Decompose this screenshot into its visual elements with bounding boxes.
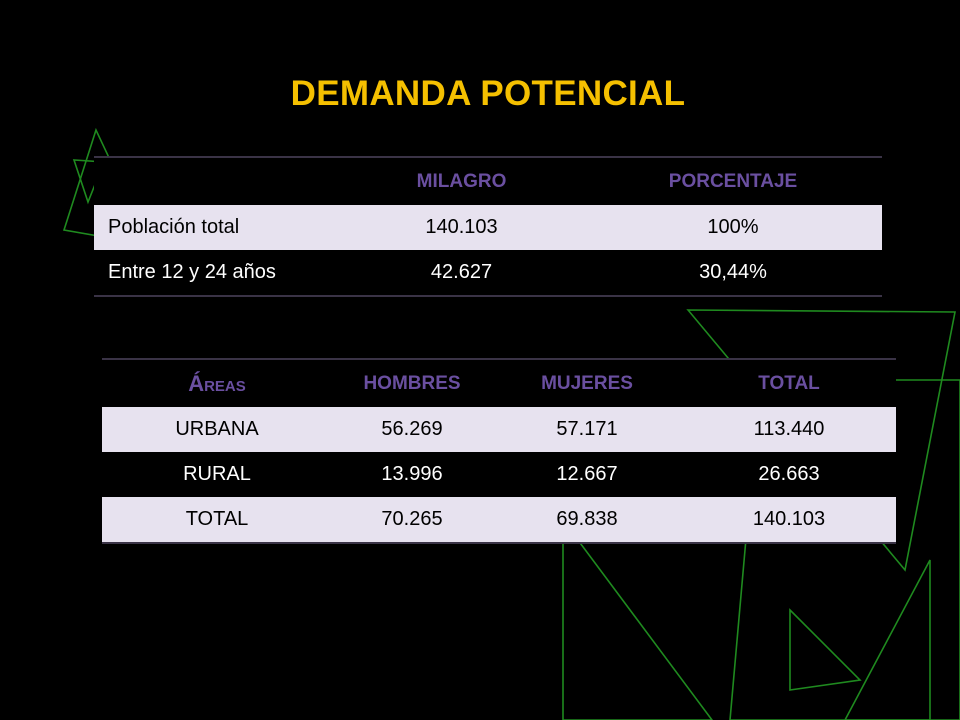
header-cell: MUJERES bbox=[492, 359, 682, 407]
cell-value: 140.103 bbox=[339, 205, 584, 250]
triangle-bottom-center bbox=[562, 517, 713, 720]
table-row: Entre 12 y 24 años 42.627 30,44% bbox=[94, 250, 882, 296]
areas-table: ÁREAS HOMBRES MUJERES TOTAL URBANA 56.26… bbox=[102, 358, 896, 544]
table-row: Población total 140.103 100% bbox=[94, 205, 882, 250]
cell-value: 57.171 bbox=[492, 407, 682, 452]
row-label: RURAL bbox=[102, 452, 332, 497]
table-row: URBANA 56.269 57.171 113.440 bbox=[102, 407, 896, 452]
table-row: RURAL 13.996 12.667 26.663 bbox=[102, 452, 896, 497]
header-areas-rest: REAS bbox=[204, 377, 246, 395]
cell-value: 42.627 bbox=[339, 250, 584, 296]
row-label: Entre 12 y 24 años bbox=[94, 250, 339, 296]
header-cell: HOMBRES bbox=[332, 359, 492, 407]
slide-title: DEMANDA POTENCIAL bbox=[290, 74, 686, 113]
cell-value: 113.440 bbox=[682, 407, 896, 452]
header-cell: MILAGRO bbox=[339, 157, 584, 205]
header-cell-areas: ÁREAS bbox=[102, 359, 332, 407]
triangle-right-edge bbox=[844, 559, 931, 720]
cell-value: 12.667 bbox=[492, 452, 682, 497]
table-row: TOTAL 70.265 69.838 140.103 bbox=[102, 497, 896, 543]
cell-value: 26.663 bbox=[682, 452, 896, 497]
header-cell: TOTAL bbox=[682, 359, 896, 407]
row-label: TOTAL bbox=[102, 497, 332, 543]
header-cell bbox=[94, 157, 339, 205]
header-areas-initial: Á bbox=[188, 370, 205, 396]
row-label: URBANA bbox=[102, 407, 332, 452]
cell-value: 13.996 bbox=[332, 452, 492, 497]
population-table: MILAGRO PORCENTAJE Población total 140.1… bbox=[94, 156, 882, 297]
cell-value: 30,44% bbox=[584, 250, 882, 296]
cell-value: 100% bbox=[584, 205, 882, 250]
row-label: Población total bbox=[94, 205, 339, 250]
triangle-bottom-right bbox=[789, 608, 862, 691]
cell-value: 69.838 bbox=[492, 497, 682, 543]
header-cell: PORCENTAJE bbox=[584, 157, 882, 205]
cell-value: 56.269 bbox=[332, 407, 492, 452]
population-table-header: MILAGRO PORCENTAJE bbox=[94, 157, 882, 205]
cell-value: 140.103 bbox=[682, 497, 896, 543]
cell-value: 70.265 bbox=[332, 497, 492, 543]
areas-table-header: ÁREAS HOMBRES MUJERES TOTAL bbox=[102, 359, 896, 407]
